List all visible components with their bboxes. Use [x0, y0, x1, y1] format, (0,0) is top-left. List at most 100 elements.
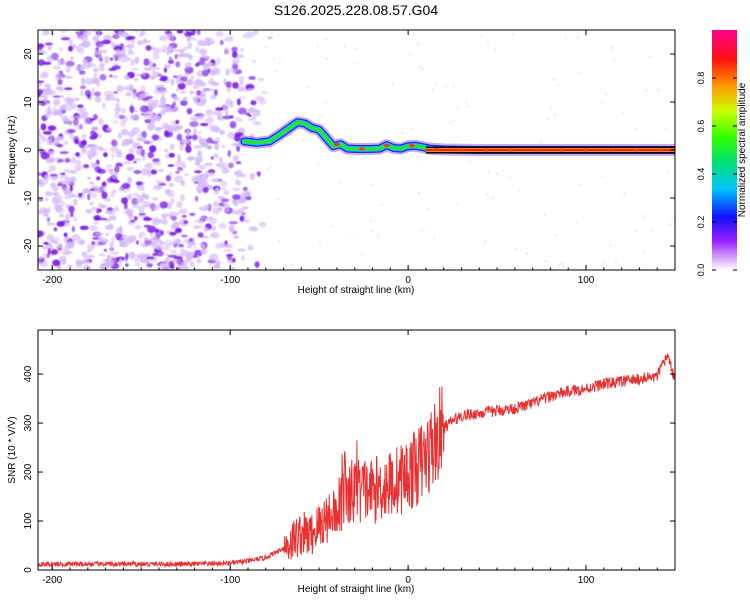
noise-speckle [235, 208, 245, 215]
noise-speckle [229, 100, 234, 109]
noise-speckle [164, 148, 169, 153]
noise-speckle [146, 225, 157, 233]
noise-speckle [325, 38, 328, 41]
noise-speckle [235, 169, 243, 178]
colorbar-tick-label: 0.6 [696, 120, 706, 133]
noise-speckle [215, 107, 224, 111]
noise-speckle [140, 149, 146, 157]
noise-speckle [87, 64, 98, 67]
noise-speckle [205, 109, 214, 116]
noise-speckle [180, 248, 185, 252]
noise-speckle [126, 167, 134, 171]
snr-y-tick-label: 200 [23, 463, 34, 480]
noise-speckle [136, 137, 146, 142]
noise-speckle [153, 47, 163, 54]
noise-speckle [91, 77, 99, 84]
noise-speckle [560, 262, 563, 265]
noise-speckle [175, 88, 180, 92]
noise-speckle [232, 194, 241, 201]
noise-speckle [244, 31, 255, 39]
noise-speckle [225, 243, 233, 249]
noise-speckle [91, 193, 98, 199]
spectrogram-y-tick-label: 0 [23, 147, 34, 153]
noise-speckle [250, 100, 257, 106]
noise-speckle [377, 234, 380, 237]
noise-speckle [213, 153, 219, 159]
noise-speckle [69, 134, 75, 140]
noise-speckle [666, 171, 669, 173]
noise-speckle [181, 161, 186, 168]
noise-speckle [231, 210, 239, 215]
noise-speckle [325, 57, 329, 60]
noise-speckle [141, 97, 150, 101]
noise-speckle [249, 172, 255, 181]
noise-speckle [205, 144, 213, 150]
noise-speckle [180, 180, 186, 186]
noise-speckle [109, 57, 114, 61]
noise-speckle [62, 141, 69, 145]
noise-speckle [539, 141, 543, 144]
noise-speckle [46, 222, 56, 226]
noise-speckle [43, 241, 49, 245]
band-hotspot [458, 148, 465, 152]
noise-speckle [161, 122, 169, 129]
noise-speckle [114, 111, 121, 119]
noise-speckle [487, 171, 490, 174]
noise-speckle [76, 124, 82, 130]
noise-speckle [149, 140, 154, 145]
noise-speckle [170, 197, 175, 204]
noise-speckle [91, 206, 97, 211]
noise-speckle [98, 49, 108, 54]
noise-speckle [320, 115, 323, 117]
noise-speckle [317, 162, 320, 165]
noise-speckle [129, 105, 135, 114]
noise-speckle [134, 224, 142, 230]
noise-speckle [111, 189, 118, 194]
noise-speckle [201, 69, 209, 77]
noise-speckle [56, 143, 64, 148]
noise-speckle [175, 61, 181, 68]
snr-y-label: SNR (10 * V/V) [7, 416, 18, 483]
noise-speckle [491, 196, 495, 199]
noise-speckle [137, 97, 142, 101]
noise-speckle [339, 181, 342, 184]
noise-speckle [111, 139, 118, 147]
noise-speckle [148, 169, 152, 178]
noise-speckle [128, 251, 136, 260]
noise-speckle [114, 55, 118, 62]
noise-speckle [220, 198, 230, 203]
noise-speckle [248, 76, 256, 80]
noise-speckle [232, 155, 239, 163]
band-hotspot [657, 148, 664, 152]
noise-speckle [173, 75, 178, 78]
noise-speckle [38, 198, 43, 202]
noise-speckle [79, 111, 87, 119]
noise-speckle [417, 192, 420, 194]
noise-speckle [87, 243, 95, 251]
noise-speckle [455, 202, 459, 205]
noise-speckle [550, 107, 553, 110]
noise-speckle [105, 210, 111, 214]
noise-speckle [583, 33, 586, 36]
noise-speckle [152, 161, 162, 166]
noise-speckle [242, 186, 248, 192]
noise-speckle [139, 252, 145, 260]
noise-speckle [84, 77, 94, 86]
noise-speckle [101, 66, 105, 71]
noise-speckle [132, 92, 137, 100]
noise-speckle [50, 32, 55, 36]
noise-speckle [75, 46, 82, 52]
band-hotspot [508, 148, 515, 152]
noise-speckle [129, 139, 133, 145]
colorbar-tick-label: 0.0 [696, 264, 706, 277]
snr-series-line [38, 353, 675, 569]
noise-speckle [48, 164, 57, 172]
noise-speckle [102, 102, 106, 109]
noise-speckle [93, 221, 100, 225]
noise-speckle [191, 134, 198, 141]
noise-speckle [169, 231, 177, 236]
noise-speckle [75, 152, 80, 157]
noise-speckle [52, 191, 59, 196]
noise-speckle [175, 79, 184, 84]
noise-speckle [417, 43, 420, 46]
